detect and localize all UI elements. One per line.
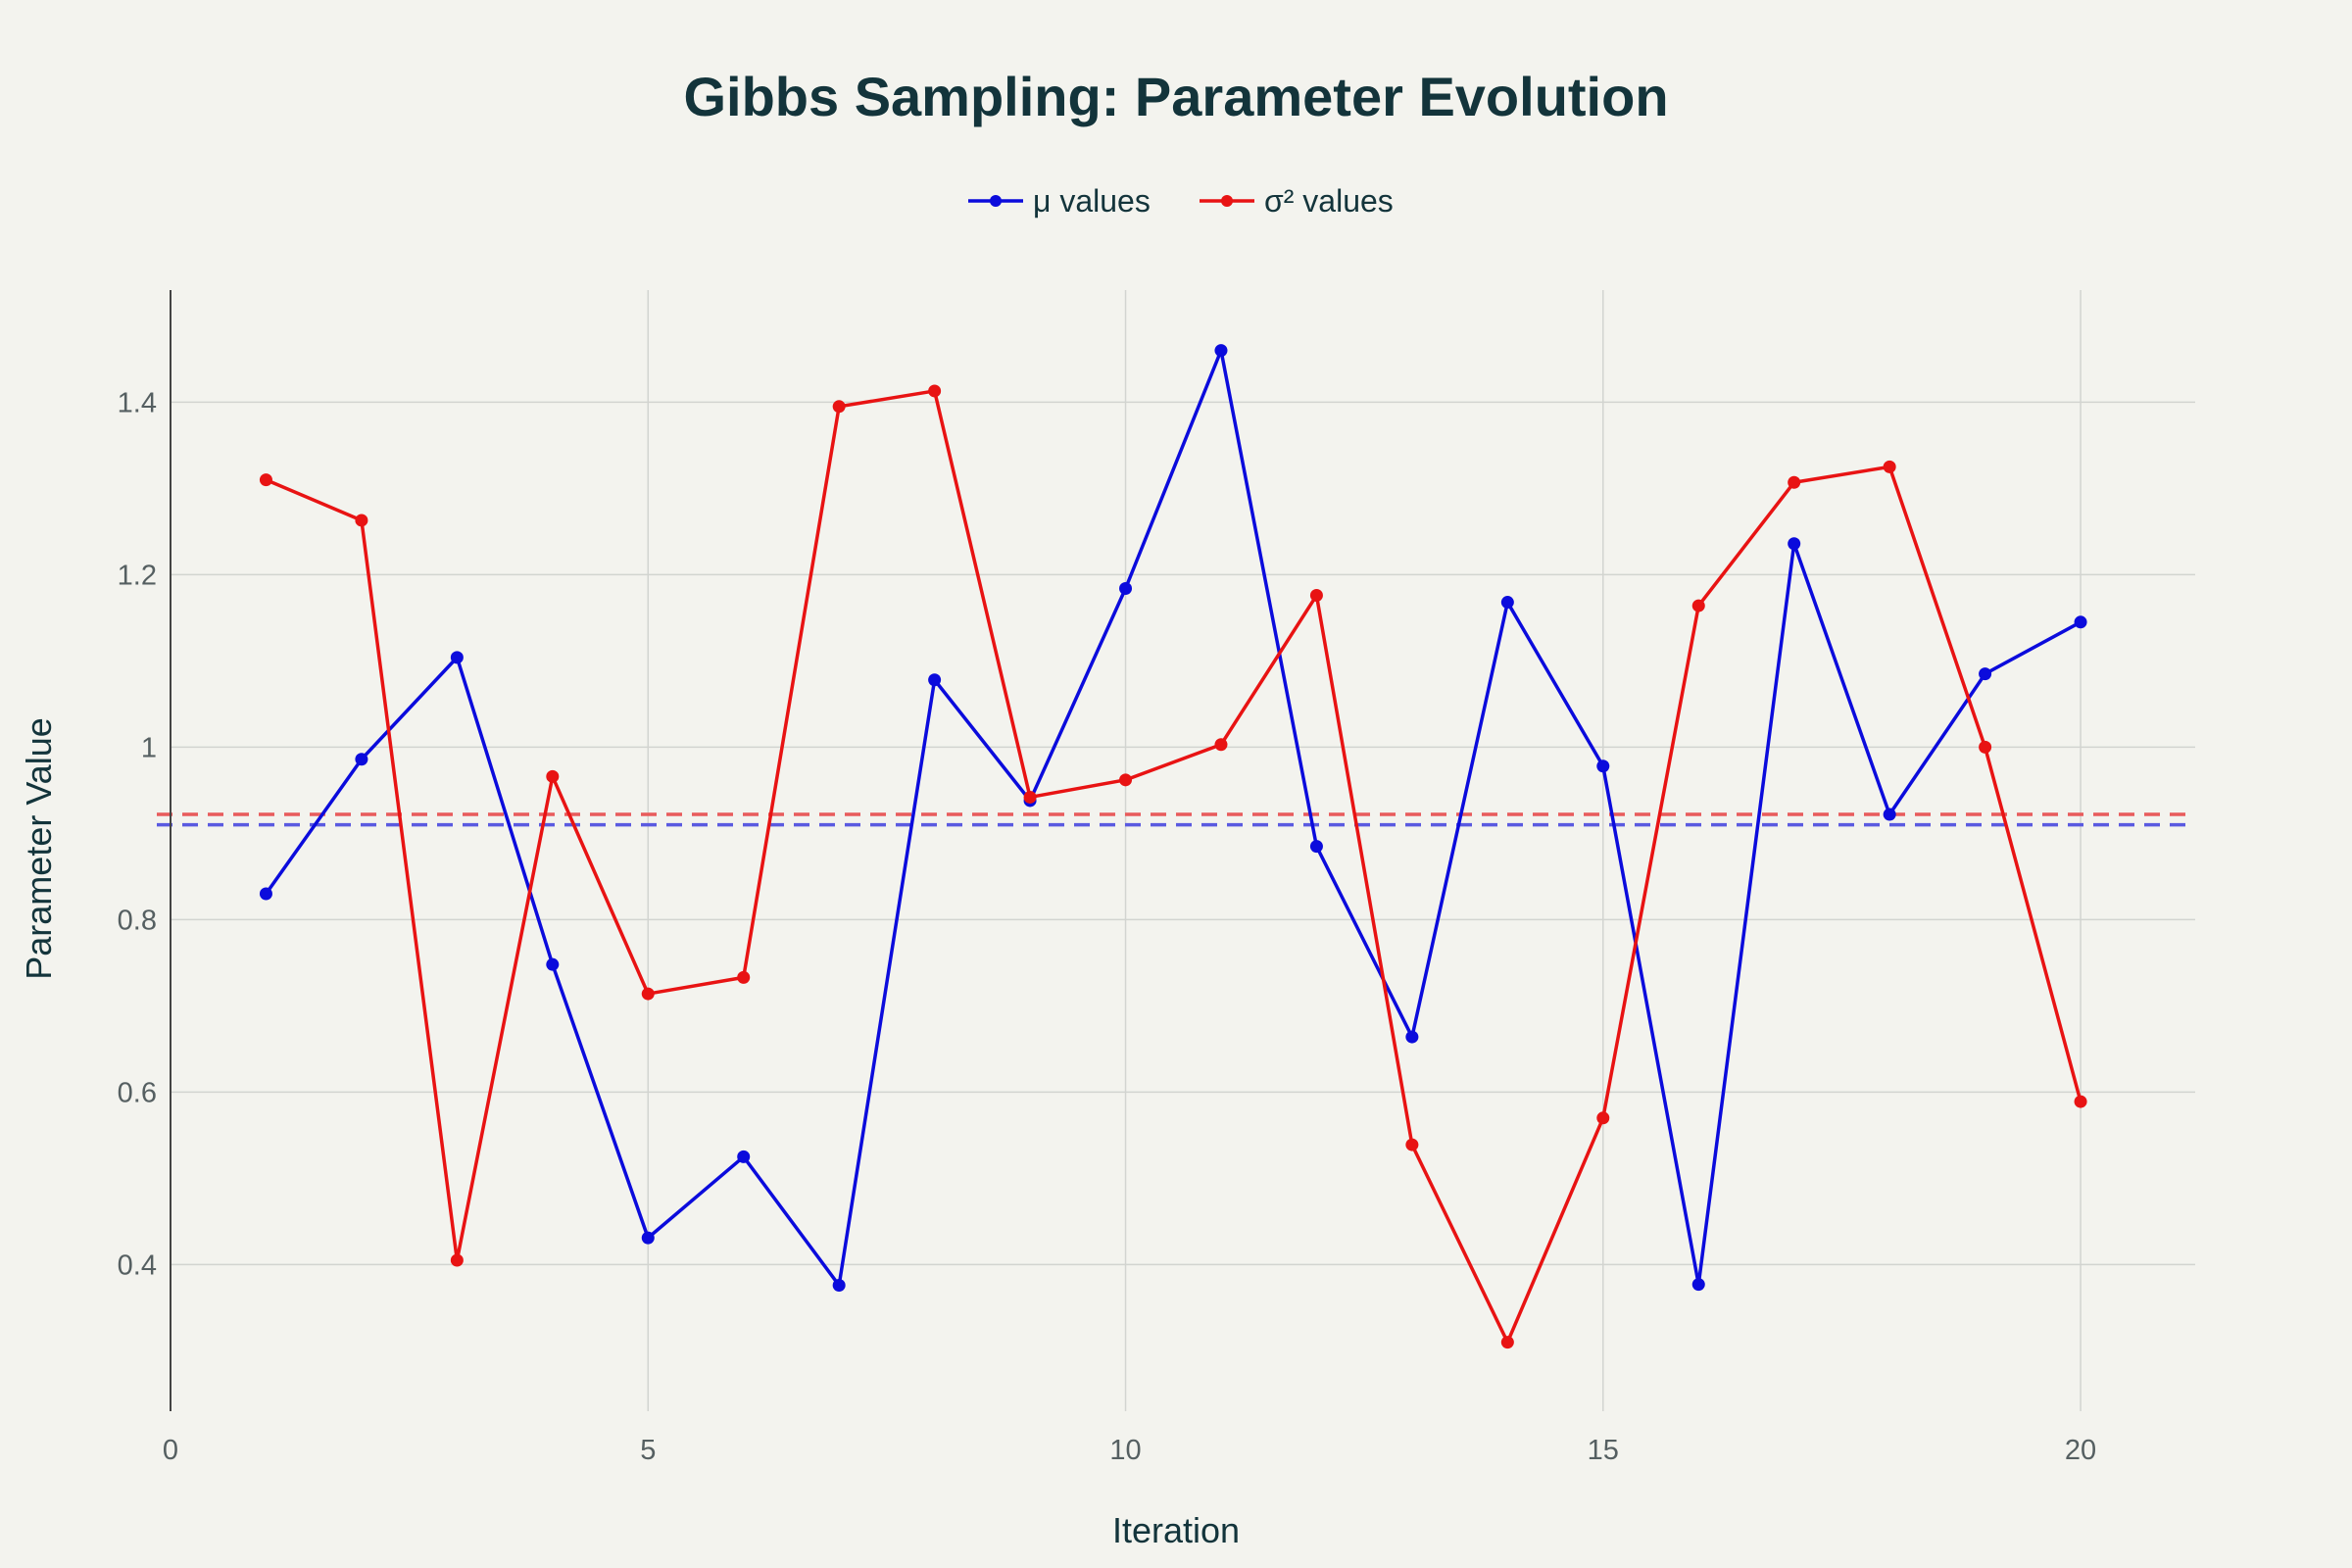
data-point[interactable] [1883, 808, 1896, 821]
data-point[interactable] [1883, 460, 1896, 473]
legend[interactable]: μ values σ² values [968, 183, 1394, 219]
data-point[interactable] [259, 887, 272, 901]
data-point[interactable] [1788, 537, 1801, 551]
data-point[interactable] [928, 673, 942, 687]
legend-label: σ² values [1264, 183, 1394, 219]
data-point[interactable] [2074, 1095, 2087, 1108]
series-line-0 [265, 348, 2082, 1288]
data-point[interactable] [355, 753, 368, 766]
x-tick-label: 15 [1588, 1435, 1619, 1466]
data-point[interactable] [450, 1253, 464, 1267]
x-tick-label: 5 [640, 1435, 656, 1466]
data-point[interactable] [1309, 840, 1323, 854]
data-point[interactable] [1405, 1030, 1419, 1044]
data-point[interactable] [546, 769, 560, 783]
y-tick-label: 0.8 [118, 905, 157, 936]
data-point[interactable] [1119, 581, 1133, 595]
legend-swatch-marker [1221, 195, 1233, 207]
data-point[interactable] [1691, 599, 1705, 612]
data-point[interactable] [1500, 1336, 1514, 1349]
data-point[interactable] [641, 987, 655, 1001]
data-point[interactable] [1979, 740, 1992, 754]
data-point[interactable] [1405, 1138, 1419, 1152]
data-point[interactable] [1309, 589, 1323, 603]
data-point[interactable] [1691, 1278, 1705, 1292]
y-tick-label: 1.2 [118, 560, 157, 591]
data-point[interactable] [928, 384, 942, 398]
y-tick-label: 1.4 [118, 387, 157, 418]
x-tick-label: 10 [1109, 1435, 1141, 1466]
y-tick-label: 1 [141, 732, 157, 763]
data-point[interactable] [1023, 790, 1037, 804]
data-point[interactable] [2074, 615, 2087, 629]
data-point[interactable] [355, 514, 368, 527]
data-point[interactable] [1500, 596, 1514, 610]
x-tick-label: 0 [163, 1435, 178, 1466]
axes: 0.4 0.6 0.8 1 1.2 1.4 0 5 10 15 20 [118, 290, 2096, 1466]
data-point[interactable] [1214, 344, 1228, 358]
data-point[interactable] [832, 400, 846, 414]
data-point[interactable] [737, 970, 751, 984]
legend-item[interactable]: μ values [968, 183, 1151, 219]
data-point[interactable] [641, 1231, 655, 1245]
data-point[interactable] [259, 473, 272, 487]
y-tick-label: 0.6 [118, 1077, 157, 1108]
series-line-1 [265, 389, 2082, 1345]
legend-item[interactable]: σ² values [1200, 183, 1394, 219]
data-point[interactable] [450, 651, 464, 664]
data-point[interactable] [1596, 1111, 1610, 1125]
reference-lines [157, 812, 2195, 827]
data-point[interactable] [1119, 773, 1133, 787]
y-tick-label: 0.4 [118, 1250, 157, 1281]
legend-swatch-marker [990, 195, 1002, 207]
data-point[interactable] [1596, 760, 1610, 773]
data-point[interactable] [1979, 667, 1992, 681]
data-point[interactable] [737, 1150, 751, 1163]
x-axis-title: Iteration [1112, 1510, 1240, 1550]
y-axis-title: Parameter Value [19, 717, 59, 979]
data-point[interactable] [546, 957, 560, 971]
legend-label: μ values [1033, 183, 1151, 219]
data-point[interactable] [1214, 738, 1228, 752]
data-point[interactable] [1788, 475, 1801, 489]
x-tick-label: 20 [2065, 1435, 2096, 1466]
series-layer [259, 344, 2087, 1349]
data-point[interactable] [832, 1279, 846, 1293]
grid [171, 290, 2195, 1411]
chart-title: Gibbs Sampling: Parameter Evolution [683, 66, 1668, 127]
